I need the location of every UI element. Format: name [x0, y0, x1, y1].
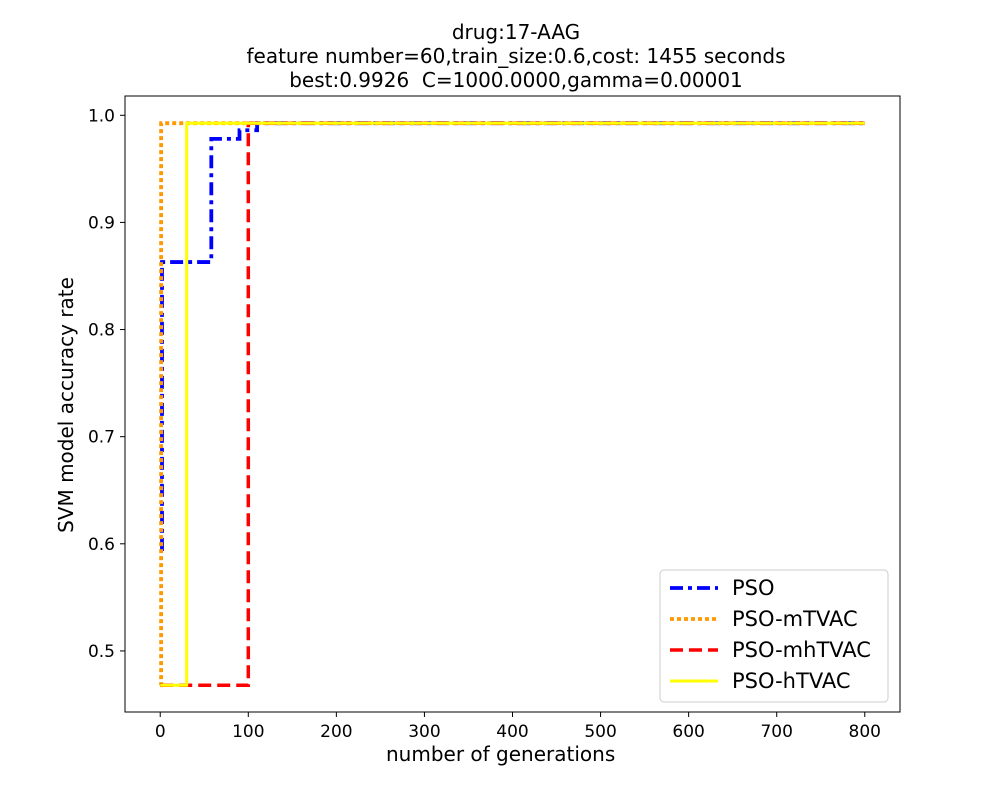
x-tick-label: 100	[232, 722, 264, 742]
x-tick-label: 0	[155, 722, 166, 742]
series-line-pso	[160, 121, 865, 552]
y-tick-label: 0.8	[88, 321, 115, 341]
legend-box	[659, 569, 889, 703]
x-tick-label: 200	[320, 722, 352, 742]
x-tick-label: 600	[672, 722, 704, 742]
y-tick-label: 0.9	[88, 213, 115, 233]
legend-label-pso-mhtvac: PSO-mhTVAC	[732, 638, 871, 662]
x-tick-label: 800	[849, 722, 881, 742]
chart-title-line-3: best:0.9926 C=1000.0000,gamma=0.00001	[289, 68, 743, 92]
x-tick-label: 500	[584, 722, 616, 742]
y-tick-label: 1.0	[88, 106, 115, 126]
y-axis-label: SVM model accuracy rate	[54, 277, 78, 533]
series-line-pso-htvac	[160, 121, 865, 687]
chart-title-line-1: drug:17-AAG	[451, 20, 581, 44]
x-tick-label: 400	[496, 722, 528, 742]
chart-title-line-2: feature number=60,train_size:0.6,cost: 1…	[246, 44, 786, 68]
x-tick-label: 300	[408, 722, 440, 742]
legend-label-pso-htvac: PSO-hTVAC	[732, 669, 851, 693]
legend-label-pso: PSO	[732, 576, 775, 600]
y-tick-label: 0.5	[88, 642, 115, 662]
legend-label-pso-mtvac: PSO-mTVAC	[732, 607, 858, 631]
y-tick-label: 0.7	[88, 428, 115, 448]
x-tick-label: 700	[760, 722, 792, 742]
y-tick-label: 0.6	[88, 535, 115, 555]
x-axis-label: number of generations	[386, 742, 616, 766]
